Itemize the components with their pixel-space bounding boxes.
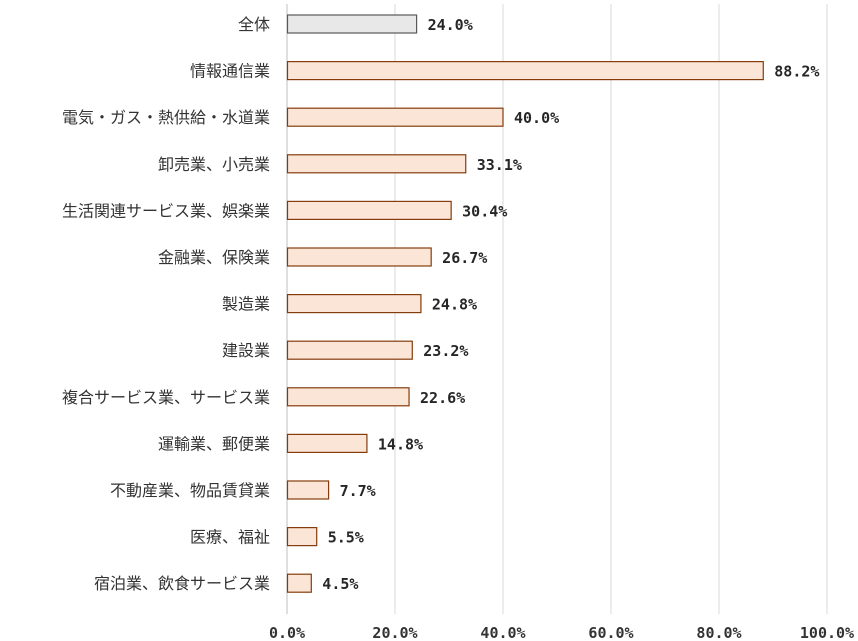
category-label: 電気・ガス・熱供給・水道業 [62,108,270,127]
data-label: 24.8% [432,296,477,314]
category-label: 不動産業、物品賃貸業 [110,481,270,500]
x-tick-label: 80.0% [696,624,741,641]
data-label: 5.5% [328,529,364,547]
bar [286,247,432,267]
category-label: 卸売業、小売業 [158,155,270,174]
data-label: 88.2% [774,63,819,81]
x-tick-label: 40.0% [480,624,525,641]
data-labels: 24.0% 88.2% 40.0% 33.1% 30.4% 26.7% 24.8% 23.2%… [322,16,819,593]
data-label: 7.7% [340,482,376,500]
data-label: 4.5% [322,575,358,593]
category-label: 情報通信業 [190,62,270,81]
bar [286,60,764,81]
category-label: 医療、福祉 [190,528,270,547]
data-label: 22.6% [420,389,465,407]
data-label: 24.0% [428,16,473,34]
bar [286,480,330,500]
category-label: 複合サービス業、サービス業 [62,388,270,407]
gridlines [286,4,828,614]
bar [286,387,410,407]
x-tick-label: 0.0% [269,624,305,641]
bars [286,14,764,593]
bar [286,107,504,127]
data-label: 26.7% [442,249,487,267]
category-labels: 全体情報通信業電気・ガス・熱供給・水道業卸売業、小売業生活関連サービス業、娯楽業… [62,15,270,593]
category-label: 運輸業、郵便業 [158,434,270,453]
bar [286,573,312,593]
bar [286,433,368,453]
bar-total [286,14,418,34]
data-label: 33.1% [477,156,522,174]
bar [286,526,318,547]
category-label: 生活関連サービス業、娯楽業 [62,201,270,220]
x-axis-tick-labels: 0.0% 20.0% 40.0% 60.0% 80.0% 100.0% [269,624,854,641]
category-label: 金融業、保険業 [158,248,270,267]
x-tick-label: 100.0% [800,624,854,641]
data-label: 23.2% [423,342,468,360]
category-label: 宿泊業、飲食サービス業 [94,574,270,593]
bar [286,340,413,360]
category-label: 建設業 [222,341,270,360]
bar [286,154,467,174]
bar [286,200,452,220]
data-label: 40.0% [514,109,559,127]
data-label: 14.8% [378,435,423,453]
x-tick-label: 20.0% [372,624,417,641]
x-tick-label: 60.0% [588,624,633,641]
category-label: 製造業 [222,295,270,314]
data-label: 30.4% [462,202,507,220]
category-label: 全体 [238,15,270,34]
bar [286,294,422,314]
